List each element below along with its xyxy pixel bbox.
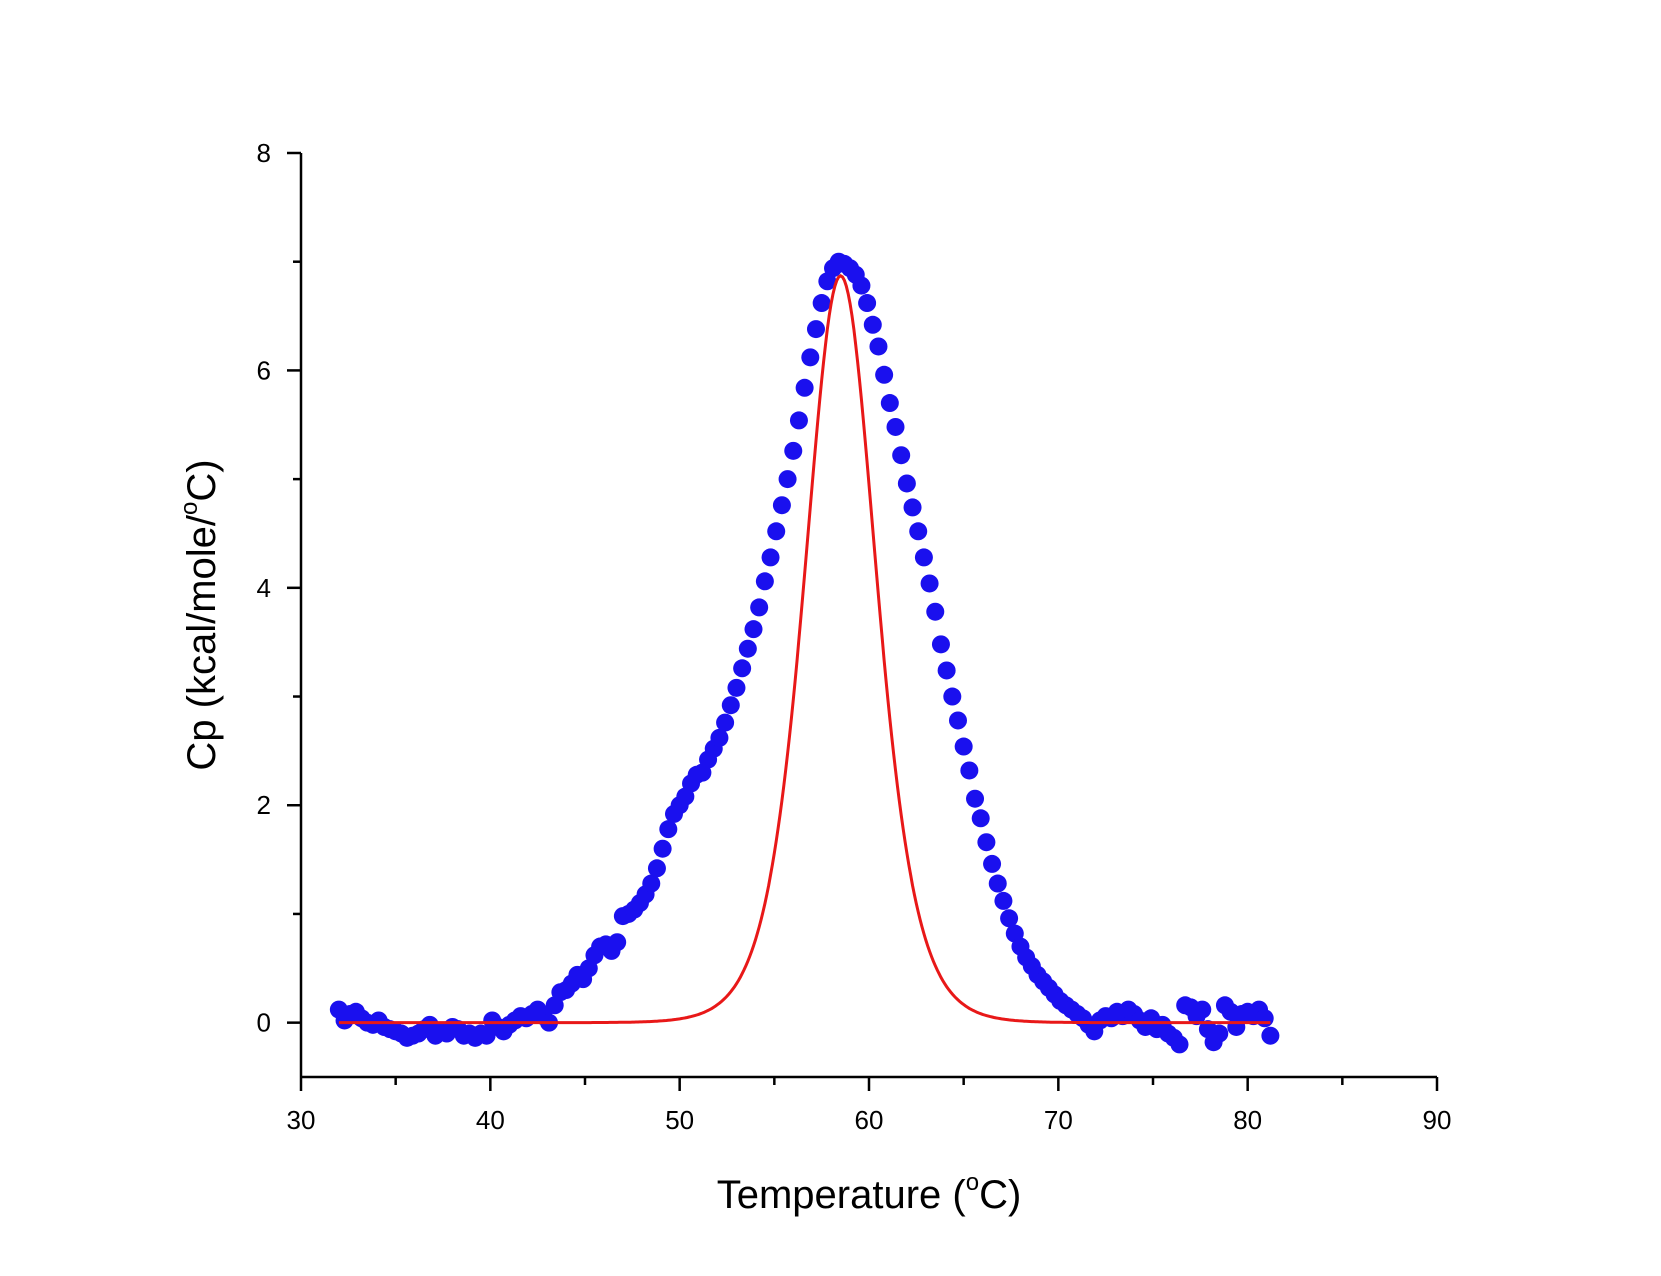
data-point bbox=[659, 820, 678, 839]
x-tick-label: 80 bbox=[1233, 1105, 1262, 1135]
data-point bbox=[948, 711, 967, 730]
y-axis-title-after: C) bbox=[180, 459, 224, 501]
x-axis-title-after: C) bbox=[979, 1173, 1021, 1217]
data-point bbox=[761, 548, 780, 567]
data-point bbox=[863, 315, 882, 334]
data-point bbox=[966, 789, 985, 808]
data-point bbox=[750, 598, 769, 617]
data-point bbox=[971, 809, 990, 828]
data-point bbox=[954, 737, 973, 756]
data-point bbox=[875, 365, 894, 384]
data-point bbox=[789, 411, 808, 430]
x-tick-label: 40 bbox=[476, 1105, 505, 1135]
data-point bbox=[960, 761, 979, 780]
data-point bbox=[710, 728, 729, 747]
data-point bbox=[903, 498, 922, 517]
x-tick-label: 70 bbox=[1044, 1105, 1073, 1135]
data-point bbox=[767, 522, 786, 541]
data-point bbox=[858, 294, 877, 313]
data-point bbox=[653, 839, 672, 858]
data-point bbox=[755, 572, 774, 591]
data-point bbox=[647, 859, 666, 878]
x-axis-title-degree: o bbox=[966, 1169, 979, 1196]
x-tick-label: 60 bbox=[855, 1105, 884, 1135]
data-point bbox=[852, 276, 871, 295]
y-tick-label: 4 bbox=[257, 573, 271, 603]
data-point bbox=[1210, 1024, 1229, 1043]
y-tick-label: 8 bbox=[257, 138, 271, 168]
data-point bbox=[1255, 1009, 1274, 1028]
y-tick-label: 6 bbox=[257, 355, 271, 385]
data-point bbox=[716, 713, 735, 732]
data-point bbox=[988, 874, 1007, 893]
data-point bbox=[801, 348, 820, 367]
data-point bbox=[721, 696, 740, 715]
data-point bbox=[994, 891, 1013, 910]
data-point bbox=[1193, 1000, 1212, 1019]
data-point bbox=[892, 446, 911, 465]
data-point bbox=[733, 659, 752, 678]
data-point bbox=[920, 574, 939, 593]
data-point bbox=[1170, 1035, 1189, 1054]
data-point bbox=[937, 661, 956, 680]
x-tick-label: 90 bbox=[1423, 1105, 1452, 1135]
data-point bbox=[897, 474, 916, 493]
data-point bbox=[914, 548, 933, 567]
data-point bbox=[926, 602, 945, 621]
data-points bbox=[329, 252, 1280, 1054]
x-tick-label: 50 bbox=[665, 1105, 694, 1135]
y-axis-title-before: Cp (kcal/mole/ bbox=[180, 514, 224, 771]
data-point bbox=[778, 470, 797, 489]
data-point bbox=[608, 933, 627, 952]
data-point bbox=[738, 639, 757, 658]
data-point bbox=[795, 378, 814, 397]
y-axis-title-degree: o bbox=[176, 502, 203, 515]
data-point bbox=[909, 522, 928, 541]
data-point bbox=[1261, 1026, 1280, 1045]
x-tick-label: 30 bbox=[287, 1105, 316, 1135]
data-point bbox=[869, 337, 888, 356]
y-tick-label: 0 bbox=[257, 1008, 271, 1038]
data-point bbox=[880, 394, 899, 413]
data-point bbox=[983, 854, 1002, 873]
x-axis-title: Temperature (oC) bbox=[717, 1169, 1022, 1217]
ticks: 30 40 50 60 70 80 90 0 2 4 6 8 bbox=[257, 138, 1452, 1135]
data-point bbox=[977, 833, 996, 852]
fit-curve bbox=[338, 274, 1271, 1025]
data-point bbox=[772, 496, 791, 515]
data-point bbox=[1000, 909, 1019, 928]
y-axis-title: Cp (kcal/mole/oC) bbox=[176, 459, 224, 770]
data-point bbox=[812, 294, 831, 313]
data-point bbox=[744, 620, 763, 639]
data-point bbox=[886, 417, 905, 436]
data-point bbox=[642, 874, 661, 893]
x-axis-title-before: Temperature ( bbox=[717, 1173, 967, 1217]
data-point bbox=[943, 687, 962, 706]
data-point bbox=[931, 635, 950, 654]
data-point bbox=[784, 441, 803, 460]
data-point bbox=[806, 320, 825, 339]
data-point bbox=[727, 678, 746, 697]
axes bbox=[299, 153, 1437, 1079]
y-tick-label: 2 bbox=[257, 790, 271, 820]
